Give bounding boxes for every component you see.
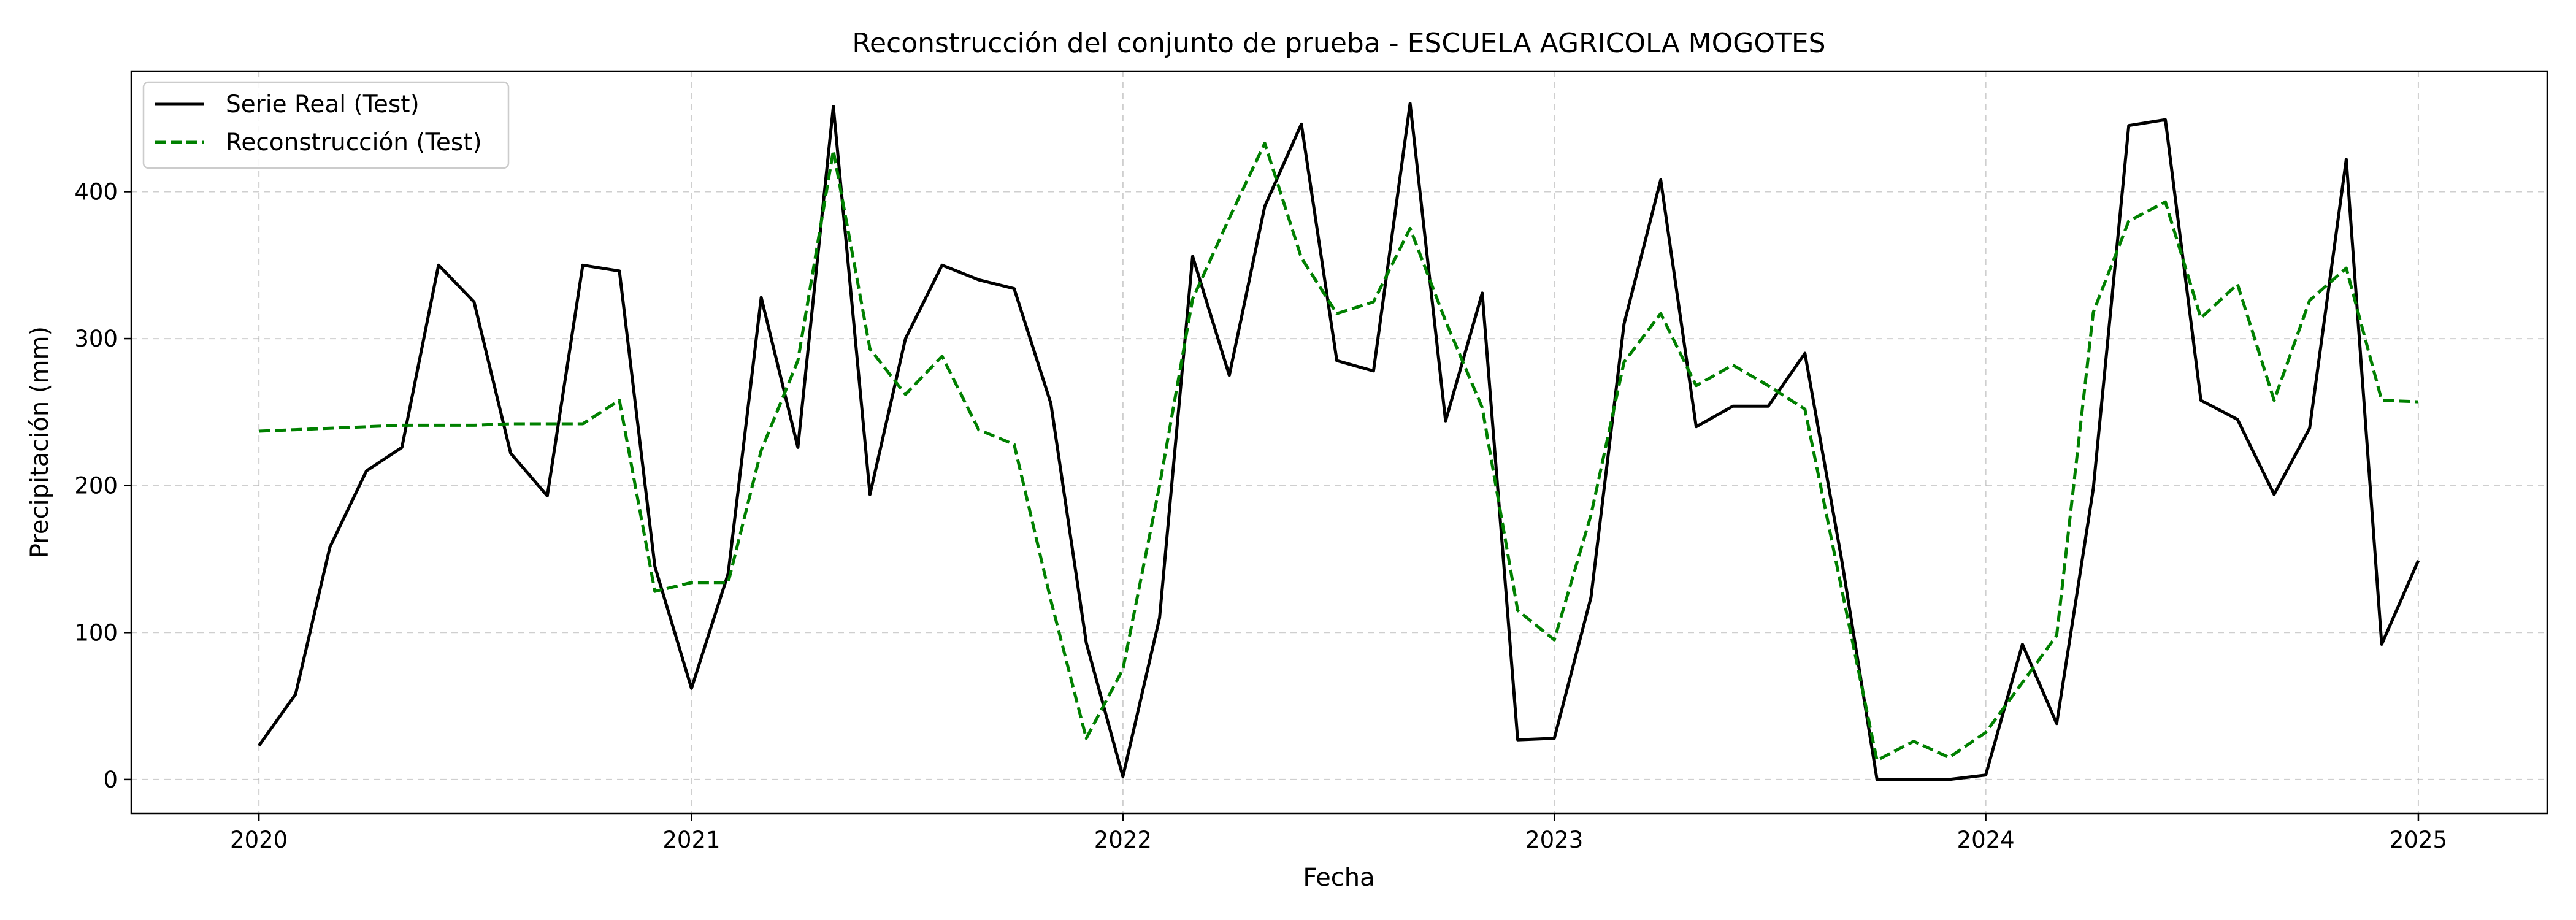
y-axis: 0 100 200 300 400 <box>74 178 131 793</box>
y-tick-label: 100 <box>74 619 118 646</box>
x-tick-label: 2025 <box>2390 827 2447 853</box>
x-axis-label: Fecha <box>1303 864 1374 892</box>
y-tick-label: 0 <box>103 767 118 793</box>
y-tick-label: 200 <box>74 473 118 499</box>
series-layer <box>258 102 2420 781</box>
x-tick-label: 2022 <box>1094 827 1152 853</box>
x-axis: 2020 2021 2022 2023 2024 2025 <box>230 813 2447 853</box>
grid <box>131 71 2547 813</box>
series-line-reconstruccion <box>258 141 2419 762</box>
chart-title: Reconstrucción del conjunto de prueba - … <box>852 28 1825 59</box>
x-tick-label: 2020 <box>230 827 288 853</box>
y-tick-label: 400 <box>74 178 118 205</box>
x-tick-label: 2024 <box>1957 827 2015 853</box>
legend: Serie Real (Test) Reconstrucción (Test) <box>142 81 510 169</box>
legend-label-serie-real: Serie Real (Test) <box>226 91 420 118</box>
legend-box <box>142 81 510 169</box>
x-tick-label: 2021 <box>662 827 720 853</box>
y-axis-label: Precipitación (mm) <box>26 326 54 558</box>
y-tick-label: 300 <box>74 326 118 352</box>
legend-label-reconstruccion: Reconstrucción (Test) <box>226 129 482 156</box>
plot-frame <box>130 70 2548 815</box>
x-tick-label: 2023 <box>1525 827 1583 853</box>
series-line-serie-real <box>258 102 2420 781</box>
